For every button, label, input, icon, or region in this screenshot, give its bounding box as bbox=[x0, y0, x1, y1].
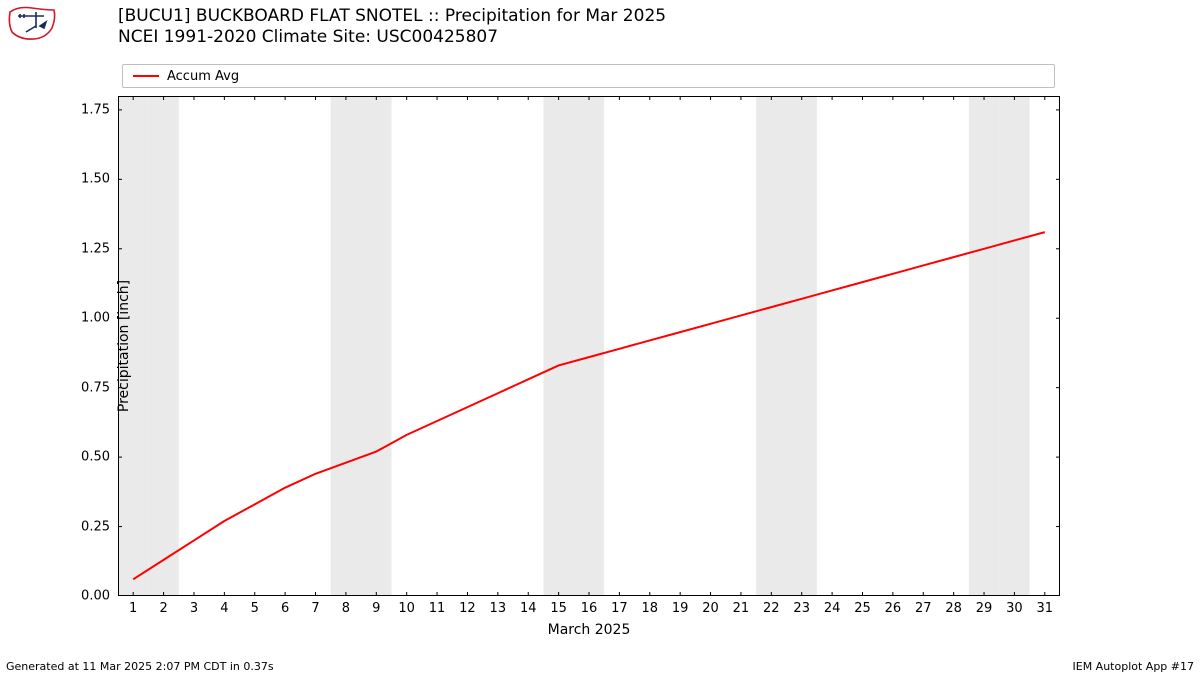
x-axis-label: March 2025 bbox=[548, 622, 631, 638]
y-tick-label: 1.75 bbox=[81, 102, 110, 117]
x-tick-label: 23 bbox=[793, 601, 810, 616]
chart-svg bbox=[118, 96, 1060, 596]
y-tick-label: 0.50 bbox=[81, 450, 110, 465]
chart-plot-area: Precipitation [inch] March 2025 12345678… bbox=[118, 96, 1060, 596]
y-tick-label: 0.25 bbox=[81, 519, 110, 534]
x-tick-label: 15 bbox=[550, 601, 567, 616]
legend: Accum Avg bbox=[122, 64, 1055, 88]
footer-app: IEM Autoplot App #17 bbox=[1073, 660, 1195, 673]
x-tick-label: 29 bbox=[976, 601, 993, 616]
x-tick-label: 21 bbox=[733, 601, 750, 616]
x-tick-label: 6 bbox=[281, 601, 289, 616]
x-tick-label: 27 bbox=[915, 601, 932, 616]
y-tick-label: 1.00 bbox=[81, 311, 110, 326]
x-tick-label: 22 bbox=[763, 601, 780, 616]
x-tick-label: 30 bbox=[1006, 601, 1023, 616]
x-tick-label: 19 bbox=[672, 601, 689, 616]
x-tick-label: 11 bbox=[429, 601, 446, 616]
x-tick-label: 5 bbox=[251, 601, 259, 616]
x-tick-label: 20 bbox=[702, 601, 719, 616]
x-tick-label: 3 bbox=[190, 601, 198, 616]
x-tick-label: 25 bbox=[854, 601, 871, 616]
footer-generated: Generated at 11 Mar 2025 2:07 PM CDT in … bbox=[6, 660, 274, 673]
iem-logo bbox=[6, 4, 58, 42]
x-tick-label: 10 bbox=[398, 601, 415, 616]
x-tick-label: 16 bbox=[581, 601, 598, 616]
x-tick-label: 13 bbox=[490, 601, 507, 616]
y-axis-label: Precipitation [inch] bbox=[116, 280, 132, 412]
x-tick-label: 8 bbox=[342, 601, 350, 616]
x-tick-label: 1 bbox=[129, 601, 137, 616]
x-tick-label: 7 bbox=[311, 601, 319, 616]
chart-title-line2: NCEI 1991-2020 Climate Site: USC00425807 bbox=[118, 27, 666, 48]
legend-label: Accum Avg bbox=[167, 69, 239, 84]
x-tick-label: 4 bbox=[220, 601, 228, 616]
x-tick-label: 24 bbox=[824, 601, 841, 616]
x-tick-label: 14 bbox=[520, 601, 537, 616]
legend-swatch bbox=[133, 75, 159, 77]
y-tick-label: 1.25 bbox=[81, 241, 110, 256]
chart-title: [BUCU1] BUCKBOARD FLAT SNOTEL :: Precipi… bbox=[118, 6, 666, 49]
x-tick-label: 28 bbox=[945, 601, 962, 616]
chart-title-line1: [BUCU1] BUCKBOARD FLAT SNOTEL :: Precipi… bbox=[118, 6, 666, 27]
x-tick-label: 2 bbox=[159, 601, 167, 616]
y-tick-label: 1.50 bbox=[81, 172, 110, 187]
x-tick-label: 31 bbox=[1037, 601, 1054, 616]
x-tick-label: 18 bbox=[641, 601, 658, 616]
x-tick-label: 9 bbox=[372, 601, 380, 616]
y-tick-label: 0.75 bbox=[81, 380, 110, 395]
x-tick-label: 26 bbox=[885, 601, 902, 616]
x-tick-label: 12 bbox=[459, 601, 476, 616]
x-tick-label: 17 bbox=[611, 601, 628, 616]
y-tick-label: 0.00 bbox=[81, 589, 110, 604]
